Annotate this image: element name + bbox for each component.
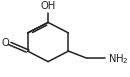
Text: O: O [2, 38, 9, 48]
Text: OH: OH [40, 1, 56, 11]
Text: NH$_2$: NH$_2$ [108, 52, 128, 66]
